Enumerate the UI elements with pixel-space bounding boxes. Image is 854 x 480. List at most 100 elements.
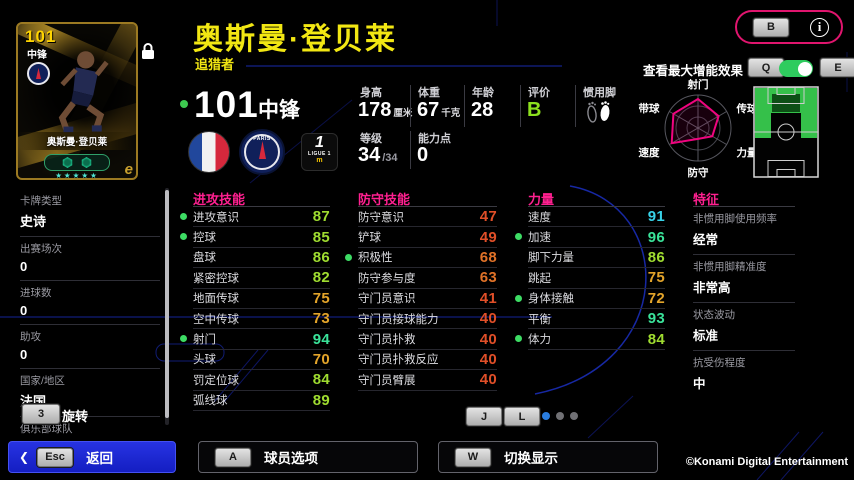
crest-text: PARIS bbox=[253, 136, 271, 142]
stat-row: 积极性 68 bbox=[345, 248, 497, 269]
section-title: 特征 bbox=[693, 189, 795, 207]
booster-badge-icon bbox=[81, 157, 92, 168]
stat-row: 防守意识 47 bbox=[358, 207, 497, 228]
rotate-key[interactable]: 3 bbox=[22, 404, 60, 424]
stat-label: 铲球 bbox=[358, 232, 381, 245]
info-label: 俱乐部球队 bbox=[20, 423, 73, 435]
card-position: 中锋 bbox=[27, 50, 47, 61]
toggle-display-button[interactable]: W 切换显示 bbox=[438, 441, 658, 473]
stat-value: 93 bbox=[647, 310, 665, 328]
stat-label: 加速 bbox=[528, 232, 551, 245]
back-button[interactable]: ❮ Esc 返回 bbox=[8, 441, 176, 473]
info-label: 卡牌类型 bbox=[20, 195, 62, 207]
stat-row: 守门员接球能力 40 bbox=[358, 309, 497, 330]
stat-value: 75 bbox=[312, 289, 330, 307]
trait-label: 非惯用脚使用频率 bbox=[693, 213, 777, 225]
stat-value: 73 bbox=[312, 310, 330, 328]
page-dot[interactable] bbox=[570, 412, 578, 420]
boost-indicator bbox=[180, 213, 187, 220]
stat-row: 地面传球 75 bbox=[193, 289, 330, 309]
page-dot[interactable] bbox=[556, 412, 564, 420]
divider bbox=[410, 85, 411, 127]
stat-label: 紧密控球 bbox=[193, 272, 239, 285]
card-rating: 101 bbox=[25, 27, 57, 46]
page-title: 奥斯曼·登贝莱 bbox=[193, 23, 397, 56]
stat-value: 84 bbox=[647, 330, 665, 348]
nationality-flag-icon bbox=[188, 131, 230, 173]
info-label: 进球数 bbox=[20, 287, 52, 299]
trait-value: 中 bbox=[693, 377, 706, 391]
stat-row: 射门 94 bbox=[180, 329, 330, 350]
info-label: 出赛场次 bbox=[20, 243, 62, 255]
trait-row: 抗受伤程度 中 bbox=[693, 351, 795, 398]
stat-label: 脚下力量 bbox=[528, 252, 574, 265]
stat-value: 91 bbox=[647, 208, 665, 226]
stat-label: 守门员接球能力 bbox=[358, 313, 439, 326]
stat-label: 积极性 bbox=[358, 252, 393, 265]
stat-value: 87 bbox=[312, 208, 330, 226]
stat-row: 平衡 93 bbox=[528, 309, 665, 330]
stat-row: 头球 70 bbox=[193, 350, 330, 371]
presence-dot bbox=[180, 100, 188, 108]
info-row: 俱乐部球队 bbox=[20, 417, 160, 445]
stat-row: 跳起 75 bbox=[528, 268, 665, 289]
stat-row: 铲球 49 bbox=[358, 227, 497, 248]
stat-row: 守门员扑救 40 bbox=[358, 329, 497, 350]
boost-toggle-label: 查看最大增能效果 bbox=[643, 64, 744, 78]
rotate-label: 旋转 bbox=[62, 409, 89, 424]
form-value: B bbox=[527, 99, 542, 121]
dominant-foot-icon bbox=[587, 101, 610, 123]
club-crest-icon bbox=[27, 62, 50, 85]
stat-row: 守门员意识 41 bbox=[358, 289, 497, 309]
scrollbar-thumb[interactable] bbox=[165, 190, 169, 418]
radar-label: 传球 bbox=[736, 102, 758, 115]
e-key[interactable]: E bbox=[820, 58, 854, 77]
trait-label: 状态波动 bbox=[693, 309, 735, 321]
stat-value: 40 bbox=[479, 350, 497, 368]
stat-row: 紧密控球 82 bbox=[193, 268, 330, 289]
b-key[interactable]: B bbox=[753, 17, 789, 37]
stat-row: 身体接触 72 bbox=[515, 289, 665, 309]
card-booster-badges bbox=[44, 154, 110, 171]
stat-value: 41 bbox=[479, 289, 497, 307]
a-key: A bbox=[215, 447, 251, 467]
stat-row: 守门员扑救反应 40 bbox=[358, 350, 497, 371]
card-theme-label: 追猎者 bbox=[195, 57, 235, 72]
height-value: 178 厘米 bbox=[358, 99, 413, 121]
player-photo bbox=[58, 51, 109, 133]
ability-points-label: 能力点 bbox=[418, 133, 451, 145]
stat-label: 身体接触 bbox=[528, 293, 574, 306]
stat-row: 空中传球 73 bbox=[193, 309, 330, 330]
player-card: 101 中锋 奥斯曼·登贝莱 ★★★★★ e bbox=[16, 22, 138, 180]
boost-indicator bbox=[180, 233, 187, 241]
stat-row: 防守参与度 63 bbox=[358, 268, 497, 289]
stat-row: 罚定位球 84 bbox=[193, 370, 330, 391]
stat-label: 守门员扑救反应 bbox=[358, 354, 439, 367]
radar-label: 力量 bbox=[737, 146, 758, 159]
power-skills-column: 力量 速度 91 加速 96 脚下力量 86 跳起 75 身体接触 72 平衡 93 体力 8… bbox=[515, 189, 665, 350]
stat-value: 85 bbox=[312, 228, 330, 246]
stat-label: 体力 bbox=[528, 334, 551, 347]
radar-label: 射门 bbox=[687, 78, 709, 91]
page-dot-active[interactable] bbox=[542, 412, 550, 420]
stat-row: 守门员臂展 40 bbox=[358, 370, 497, 391]
card-player-name: 奥斯曼·登贝莱 bbox=[18, 132, 136, 150]
boost-indicator bbox=[180, 335, 187, 343]
j-key[interactable]: J bbox=[466, 407, 502, 426]
boost-toggle[interactable] bbox=[779, 60, 813, 77]
age-label: 年龄 bbox=[472, 87, 494, 99]
stat-value: 84 bbox=[312, 371, 330, 389]
defense-skills-column: 防守技能 防守意识 47 铲球 49 积极性 68 防守参与度 63 守门员意识 41 守… bbox=[345, 189, 497, 391]
w-key: W bbox=[455, 447, 491, 467]
section-title: 进攻技能 bbox=[193, 189, 330, 207]
stat-label: 罚定位球 bbox=[193, 374, 239, 387]
player-options-button[interactable]: A 球员选项 bbox=[198, 441, 418, 473]
info-row: 助攻 0 bbox=[20, 325, 160, 369]
info-value: 0 bbox=[20, 347, 28, 362]
scrollbar[interactable] bbox=[165, 188, 169, 425]
l-key[interactable]: L bbox=[504, 407, 540, 426]
stat-row: 进攻意识 87 bbox=[180, 207, 330, 228]
info-icon[interactable]: i bbox=[810, 17, 829, 37]
stat-label: 弧线球 bbox=[193, 395, 228, 408]
